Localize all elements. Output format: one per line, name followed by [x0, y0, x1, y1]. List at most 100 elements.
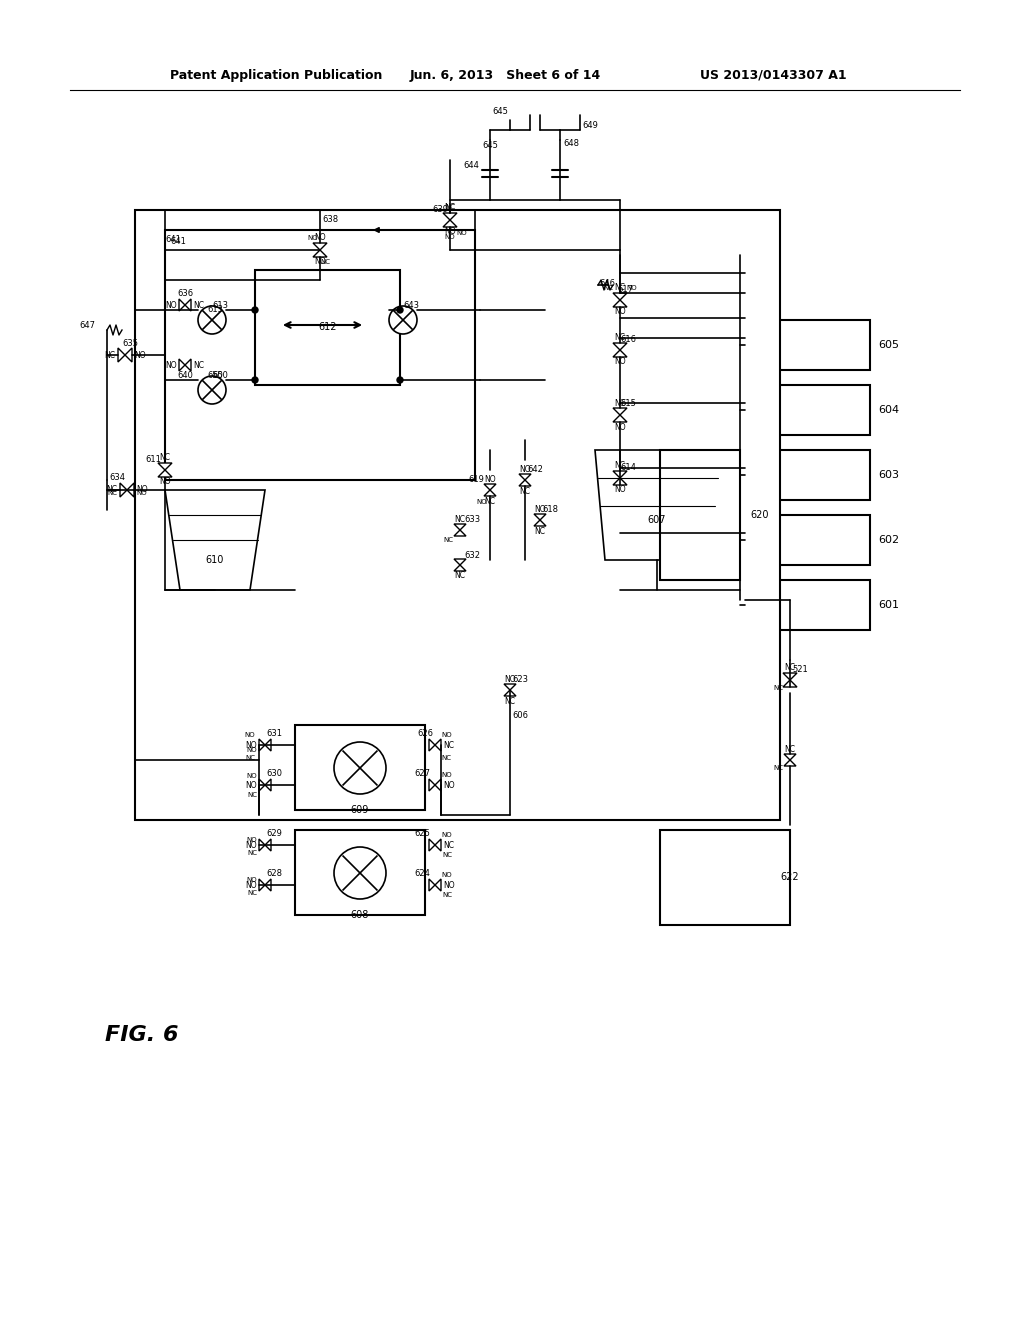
- Bar: [745, 515, 870, 565]
- Polygon shape: [259, 779, 265, 791]
- Text: NO: NO: [441, 832, 453, 838]
- Bar: [745, 450, 870, 500]
- Polygon shape: [613, 471, 627, 478]
- Bar: [295, 725, 425, 810]
- Text: NC: NC: [160, 454, 171, 462]
- Text: NO: NO: [444, 227, 456, 236]
- Text: NC: NC: [784, 744, 796, 754]
- Polygon shape: [613, 293, 627, 300]
- Bar: [660, 830, 790, 925]
- Circle shape: [389, 306, 417, 334]
- Text: NC: NC: [194, 360, 205, 370]
- Polygon shape: [429, 779, 435, 791]
- Text: NO: NO: [614, 486, 626, 495]
- Polygon shape: [185, 359, 191, 371]
- Text: NC: NC: [535, 527, 546, 536]
- Text: NO: NO: [535, 504, 546, 513]
- Bar: [255, 271, 400, 385]
- Text: NO: NO: [441, 772, 453, 777]
- Text: NO: NO: [247, 837, 257, 843]
- Polygon shape: [118, 348, 125, 362]
- Text: NO: NO: [245, 841, 257, 850]
- Circle shape: [198, 306, 226, 334]
- Text: NC: NC: [442, 892, 452, 898]
- Text: NC: NC: [444, 203, 456, 213]
- Text: 604: 604: [878, 405, 899, 414]
- Polygon shape: [783, 673, 797, 680]
- Text: NC: NC: [247, 890, 257, 896]
- Text: NO: NO: [314, 257, 326, 267]
- Text: NC: NC: [194, 301, 205, 309]
- Text: 613: 613: [207, 305, 223, 314]
- Polygon shape: [784, 754, 796, 760]
- Polygon shape: [313, 243, 327, 249]
- Text: NO: NO: [441, 873, 453, 878]
- Text: 605: 605: [878, 341, 899, 350]
- Text: NC: NC: [505, 697, 515, 705]
- Text: US 2013/0143307 A1: US 2013/0143307 A1: [700, 69, 847, 82]
- Text: NC: NC: [106, 486, 118, 495]
- Text: 521: 521: [793, 665, 808, 675]
- Polygon shape: [158, 470, 172, 477]
- Text: 628: 628: [266, 869, 282, 878]
- Polygon shape: [265, 879, 271, 891]
- Text: NO: NO: [484, 474, 496, 483]
- Text: 615: 615: [621, 399, 636, 408]
- Text: NO: NO: [519, 465, 530, 474]
- Text: NO: NO: [245, 880, 257, 890]
- Polygon shape: [443, 213, 457, 220]
- Text: NC: NC: [443, 841, 455, 850]
- Polygon shape: [127, 483, 134, 498]
- Polygon shape: [595, 450, 720, 560]
- Polygon shape: [429, 879, 435, 891]
- Polygon shape: [454, 531, 466, 536]
- Text: NC: NC: [245, 755, 255, 762]
- Text: NO: NO: [443, 780, 455, 789]
- Text: NC: NC: [106, 490, 117, 496]
- Text: 644: 644: [463, 161, 479, 169]
- Text: 638: 638: [322, 215, 338, 224]
- Text: 629: 629: [266, 829, 282, 837]
- Circle shape: [198, 376, 226, 404]
- Polygon shape: [534, 520, 546, 525]
- Circle shape: [252, 378, 258, 383]
- Text: 602: 602: [878, 535, 899, 545]
- Polygon shape: [613, 478, 627, 484]
- Polygon shape: [484, 490, 496, 496]
- Text: NC: NC: [455, 572, 466, 581]
- Text: 617: 617: [617, 285, 633, 294]
- Text: 608: 608: [351, 909, 370, 920]
- Text: NC: NC: [441, 755, 451, 762]
- Text: NO: NO: [457, 230, 467, 236]
- Text: NC: NC: [484, 496, 496, 506]
- Text: NO: NO: [443, 880, 455, 890]
- Text: 612: 612: [318, 322, 337, 333]
- Text: NO: NO: [245, 741, 257, 750]
- Text: NC: NC: [104, 351, 116, 359]
- Polygon shape: [435, 779, 441, 791]
- Text: NO: NO: [245, 780, 257, 789]
- Text: NO: NO: [614, 358, 626, 367]
- Text: 607: 607: [648, 515, 667, 525]
- Text: NO: NO: [247, 876, 257, 883]
- Polygon shape: [265, 779, 271, 791]
- Text: NO: NO: [441, 733, 453, 738]
- Text: NC: NC: [784, 664, 796, 672]
- Polygon shape: [504, 684, 516, 690]
- Polygon shape: [259, 739, 265, 751]
- Polygon shape: [519, 474, 531, 480]
- Polygon shape: [179, 300, 185, 312]
- Text: 626: 626: [417, 729, 433, 738]
- Polygon shape: [435, 879, 441, 891]
- Bar: [660, 450, 740, 579]
- Polygon shape: [313, 249, 327, 257]
- Text: 603: 603: [878, 470, 899, 480]
- Text: 641: 641: [165, 235, 181, 244]
- Text: 616: 616: [620, 335, 636, 345]
- Text: 601: 601: [878, 601, 899, 610]
- Text: NO: NO: [136, 486, 147, 495]
- Polygon shape: [454, 565, 466, 572]
- Text: NC: NC: [443, 741, 455, 750]
- Text: NC: NC: [519, 487, 530, 495]
- Text: 606: 606: [512, 710, 528, 719]
